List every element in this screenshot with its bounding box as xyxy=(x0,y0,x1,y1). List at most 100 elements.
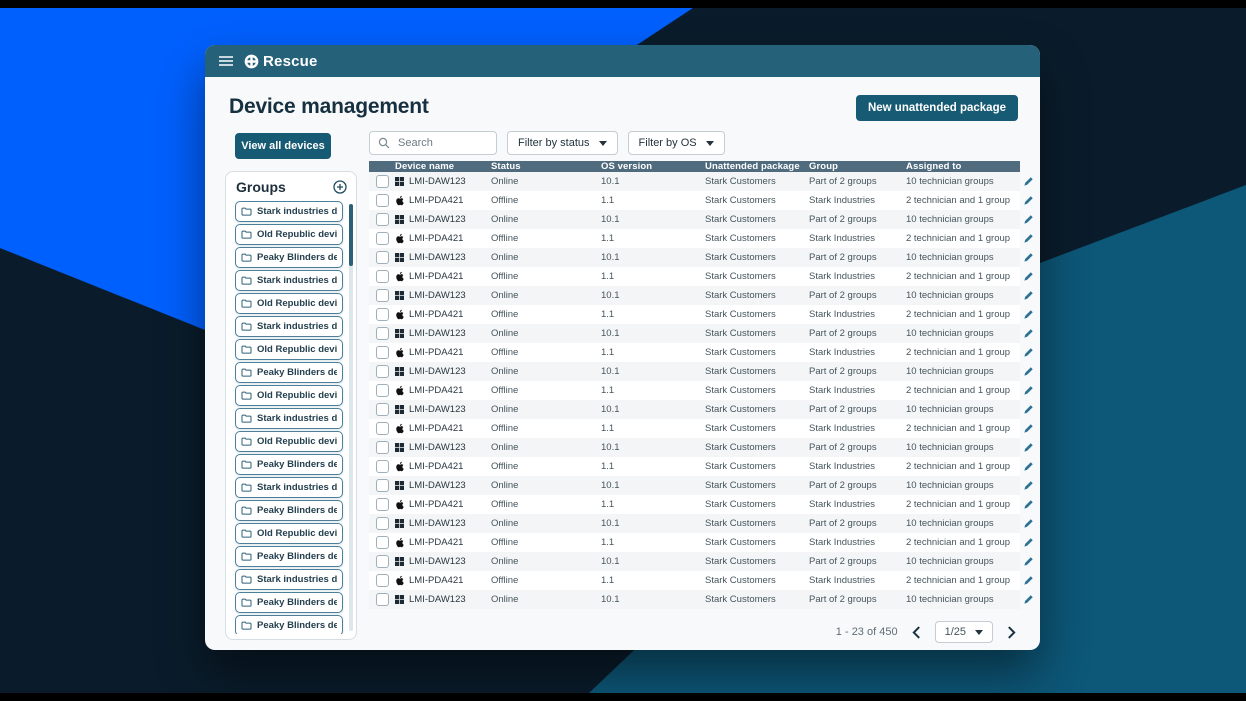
prev-page-button[interactable] xyxy=(910,624,923,641)
search-box[interactable] xyxy=(369,131,497,155)
table-row[interactable]: LMI-DAW123 Online 10.1 Stark Customers P… xyxy=(369,248,1033,267)
row-checkbox[interactable] xyxy=(375,213,389,226)
edit-device-button[interactable] xyxy=(1023,271,1034,282)
row-checkbox[interactable] xyxy=(375,365,389,378)
group-item[interactable]: Peaky Blinders devices xyxy=(235,615,343,634)
group-item[interactable]: Peaky Blinders devices xyxy=(235,500,343,521)
table-row[interactable]: LMI-PDA421 Offline 1.1 Stark Customers S… xyxy=(369,571,1033,590)
table-row[interactable]: LMI-PDA421 Offline 1.1 Stark Customers S… xyxy=(369,229,1033,248)
page-select-dropdown[interactable]: 1/25 xyxy=(934,621,993,643)
table-row[interactable]: LMI-PDA421 Offline 1.1 Stark Customers S… xyxy=(369,343,1033,362)
group-item[interactable]: Peaky Blinders devices xyxy=(235,454,343,475)
table-row[interactable]: LMI-PDA421 Offline 1.1 Stark Customers S… xyxy=(369,495,1033,514)
table-row[interactable]: LMI-PDA421 Offline 1.1 Stark Customers S… xyxy=(369,533,1033,552)
row-checkbox[interactable] xyxy=(375,498,389,511)
edit-device-button[interactable] xyxy=(1023,461,1034,472)
table-row[interactable]: LMI-DAW123 Online 10.1 Stark Customers P… xyxy=(369,172,1033,191)
table-row[interactable]: LMI-DAW123 Online 10.1 Stark Customers P… xyxy=(369,514,1033,533)
row-checkbox[interactable] xyxy=(375,403,389,416)
group-item[interactable]: Old Republic devices xyxy=(235,339,343,360)
group-item[interactable]: Old Republic devices xyxy=(235,293,343,314)
table-row[interactable]: LMI-DAW123 Online 10.1 Stark Customers P… xyxy=(369,400,1033,419)
group-item[interactable]: Stark industries devices xyxy=(235,316,343,337)
row-checkbox[interactable] xyxy=(375,460,389,473)
edit-device-button[interactable] xyxy=(1023,575,1034,586)
edit-device-button[interactable] xyxy=(1023,499,1034,510)
edit-device-button[interactable] xyxy=(1023,404,1034,415)
group-item[interactable]: Stark industries devices xyxy=(235,201,343,222)
table-row[interactable]: LMI-PDA421 Offline 1.1 Stark Customers S… xyxy=(369,381,1033,400)
group-item[interactable]: Stark industries devices xyxy=(235,477,343,498)
add-group-icon[interactable] xyxy=(333,180,347,194)
group-item[interactable]: Old Republic devices xyxy=(235,523,343,544)
group-item[interactable]: Peaky Blinders devices xyxy=(235,592,343,613)
row-checkbox[interactable] xyxy=(375,308,389,321)
edit-device-button[interactable] xyxy=(1023,385,1034,396)
edit-device-button[interactable] xyxy=(1023,594,1034,605)
group-item[interactable]: Peaky Blinders devices xyxy=(235,247,343,268)
group-item[interactable]: Peaky Blinders devices xyxy=(235,362,343,383)
new-unattended-package-button[interactable]: New unattended package xyxy=(855,95,1018,121)
edit-device-button[interactable] xyxy=(1023,233,1034,244)
edit-device-button[interactable] xyxy=(1023,442,1034,453)
edit-device-button[interactable] xyxy=(1023,195,1034,206)
edit-device-button[interactable] xyxy=(1023,328,1034,339)
group-item[interactable]: Stark industries devices xyxy=(235,270,343,291)
row-checkbox[interactable] xyxy=(375,593,389,606)
row-checkbox[interactable] xyxy=(375,175,389,188)
table-row[interactable]: LMI-DAW123 Online 10.1 Stark Customers P… xyxy=(369,590,1033,609)
groups-scrollbar-thumb[interactable] xyxy=(349,204,353,266)
row-checkbox[interactable] xyxy=(375,346,389,359)
row-checkbox[interactable] xyxy=(375,536,389,549)
edit-device-button[interactable] xyxy=(1023,423,1034,434)
group-item[interactable]: Old Republic devices xyxy=(235,431,343,452)
table-row[interactable]: LMI-PDA421 Offline 1.1 Stark Customers S… xyxy=(369,419,1033,438)
row-checkbox[interactable] xyxy=(375,270,389,283)
group-item[interactable]: Stark industries devices xyxy=(235,569,343,590)
table-row[interactable]: LMI-PDA421 Offline 1.1 Stark Customers S… xyxy=(369,457,1033,476)
status-filter-dropdown[interactable]: Filter by status xyxy=(507,131,618,155)
row-checkbox[interactable] xyxy=(375,384,389,397)
row-checkbox[interactable] xyxy=(375,441,389,454)
table-row[interactable]: LMI-DAW123 Online 10.1 Stark Customers P… xyxy=(369,438,1033,457)
edit-device-button[interactable] xyxy=(1023,290,1034,301)
group-item[interactable]: Old Republic devices xyxy=(235,385,343,406)
row-checkbox[interactable] xyxy=(375,327,389,340)
table-row[interactable]: LMI-PDA421 Offline 1.1 Stark Customers S… xyxy=(369,267,1033,286)
table-row[interactable]: LMI-DAW123 Online 10.1 Stark Customers P… xyxy=(369,210,1033,229)
os-filter-dropdown[interactable]: Filter by OS xyxy=(627,131,725,155)
edit-device-button[interactable] xyxy=(1023,347,1034,358)
edit-device-button[interactable] xyxy=(1023,176,1034,187)
row-checkbox[interactable] xyxy=(375,232,389,245)
table-row[interactable]: LMI-DAW123 Online 10.1 Stark Customers P… xyxy=(369,476,1033,495)
table-row[interactable]: LMI-PDA421 Offline 1.1 Stark Customers S… xyxy=(369,191,1033,210)
table-row[interactable]: LMI-DAW123 Online 10.1 Stark Customers P… xyxy=(369,324,1033,343)
next-page-button[interactable] xyxy=(1005,624,1018,641)
edit-device-button[interactable] xyxy=(1023,309,1034,320)
group-item[interactable]: Old Republic devices xyxy=(235,224,343,245)
edit-device-button[interactable] xyxy=(1023,518,1034,529)
edit-device-button[interactable] xyxy=(1023,480,1034,491)
table-row[interactable]: LMI-DAW123 Online 10.1 Stark Customers P… xyxy=(369,286,1033,305)
edit-device-button[interactable] xyxy=(1023,366,1034,377)
group-item[interactable]: Stark industries devices xyxy=(235,408,343,429)
groups-scrollbar[interactable] xyxy=(349,204,353,631)
group-item[interactable]: Peaky Blinders devices xyxy=(235,546,343,567)
row-checkbox[interactable] xyxy=(375,251,389,264)
table-row[interactable]: LMI-DAW123 Online 10.1 Stark Customers P… xyxy=(369,362,1033,381)
search-input[interactable] xyxy=(396,136,490,150)
row-checkbox[interactable] xyxy=(375,289,389,302)
edit-device-button[interactable] xyxy=(1023,556,1034,567)
view-all-devices-button[interactable]: View all devices xyxy=(235,133,331,159)
row-checkbox[interactable] xyxy=(375,422,389,435)
row-checkbox[interactable] xyxy=(375,517,389,530)
table-row[interactable]: LMI-DAW123 Online 10.1 Stark Customers P… xyxy=(369,552,1033,571)
row-checkbox[interactable] xyxy=(375,574,389,587)
table-row[interactable]: LMI-PDA421 Offline 1.1 Stark Customers S… xyxy=(369,305,1033,324)
row-checkbox[interactable] xyxy=(375,479,389,492)
row-checkbox[interactable] xyxy=(375,555,389,568)
row-checkbox[interactable] xyxy=(375,194,389,207)
edit-device-button[interactable] xyxy=(1023,214,1034,225)
edit-device-button[interactable] xyxy=(1023,252,1034,263)
menu-icon[interactable] xyxy=(219,56,233,66)
